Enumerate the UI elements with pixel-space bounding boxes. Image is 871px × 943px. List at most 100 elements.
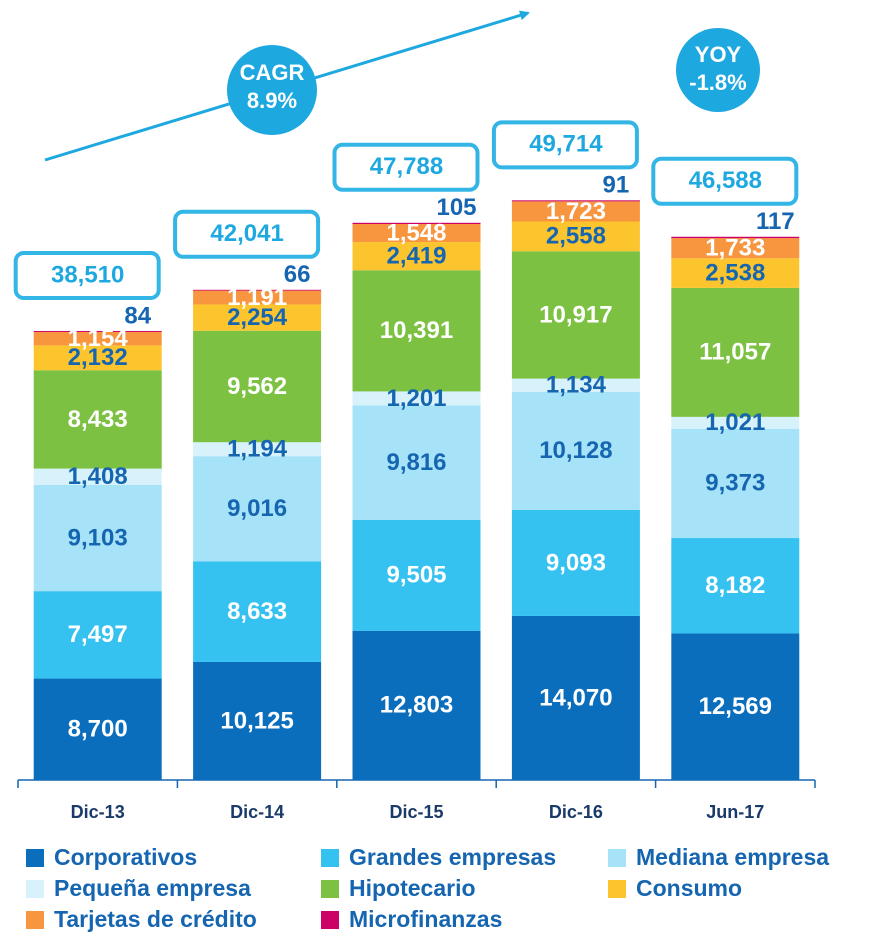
- value-label: 8,182: [705, 572, 765, 599]
- bar-segment: [193, 290, 322, 305]
- value-label: 2,254: [227, 304, 288, 331]
- value-label: 14,070: [539, 684, 612, 711]
- value-label: 10,917: [539, 301, 612, 328]
- bar-segment: [352, 405, 481, 520]
- bar-segment: [193, 456, 322, 562]
- bar-segment: [193, 330, 322, 443]
- legend-swatch: [608, 880, 626, 898]
- x-tick-label: Jun-17: [706, 802, 764, 822]
- bar-segment: [511, 615, 640, 780]
- value-label: 105: [436, 194, 476, 221]
- bar-segment: [671, 538, 800, 634]
- value-label: 117: [756, 208, 795, 235]
- bar-segment: [671, 238, 800, 259]
- value-label: 8,633: [227, 598, 287, 625]
- legend-label: Consumo: [636, 875, 742, 901]
- bar-segment: [511, 391, 640, 510]
- value-label: 91: [603, 172, 630, 199]
- bar-segment: [33, 330, 162, 332]
- value-label: 9,816: [386, 449, 446, 476]
- legend-swatch: [321, 911, 339, 929]
- total-box: [173, 209, 321, 259]
- value-label: 1,548: [386, 219, 446, 246]
- bar-segment: [511, 201, 640, 222]
- bar-segment: [671, 258, 800, 288]
- bar-segment: [352, 224, 481, 243]
- bar-segment: [671, 236, 800, 239]
- value-label: 1,134: [546, 372, 607, 399]
- bar-segment: [352, 391, 481, 406]
- bar-segment: [511, 221, 640, 252]
- cagr-value: 8.9%: [247, 88, 297, 113]
- bar-segment: [193, 304, 322, 331]
- bar-segment: [352, 519, 481, 631]
- bar-segment: [193, 561, 322, 662]
- legend-swatch: [321, 880, 339, 898]
- bar-segment: [352, 270, 481, 392]
- value-label: 1,201: [386, 385, 446, 412]
- bar-segment: [671, 287, 800, 417]
- value-label: 2,538: [705, 259, 765, 286]
- total-label: 46,588: [689, 167, 762, 194]
- value-label: 7,497: [68, 621, 128, 648]
- value-label: 2,132: [68, 344, 128, 371]
- yoy-value: -1.8%: [689, 70, 746, 95]
- bar-segment: [352, 222, 481, 225]
- total-box: [13, 250, 161, 300]
- legend-label: Mediana empresa: [636, 844, 829, 870]
- yoy-badge: [676, 28, 760, 112]
- value-label: 1,194: [227, 436, 288, 463]
- total-label: 38,510: [51, 261, 124, 288]
- value-label: 8,700: [68, 716, 128, 743]
- legend-label: Hipotecario: [349, 875, 476, 901]
- bar-segment: [352, 630, 481, 780]
- total-label: 47,788: [370, 153, 443, 180]
- value-label: 66: [284, 261, 311, 288]
- value-label: 10,391: [380, 317, 453, 344]
- legend-label: Pequeña empresa: [54, 875, 251, 901]
- value-label: 12,803: [380, 692, 453, 719]
- legend-swatch: [26, 911, 44, 929]
- legend-swatch: [321, 849, 339, 867]
- bar-segment: [193, 661, 322, 780]
- bar-segment: [33, 678, 162, 780]
- legend-label: Grandes empresas: [349, 844, 556, 870]
- value-label: 1,191: [227, 284, 287, 311]
- legend-swatch: [26, 880, 44, 898]
- bar-segment: [671, 416, 800, 429]
- total-box: [651, 156, 799, 206]
- x-tick-label: Dic-14: [230, 802, 284, 822]
- bar-segment: [671, 633, 800, 780]
- bar-segment: [511, 251, 640, 379]
- x-tick-label: Dic-13: [71, 802, 125, 822]
- value-label: 84: [124, 302, 151, 329]
- value-label: 1,408: [68, 463, 128, 490]
- value-label: 9,562: [227, 373, 287, 400]
- value-label: 9,505: [386, 562, 446, 589]
- value-label: 1,733: [705, 235, 765, 262]
- bar-segment: [352, 242, 481, 271]
- value-label: 9,103: [68, 524, 128, 551]
- legend-swatch: [26, 849, 44, 867]
- x-tick-label: Dic-15: [389, 802, 443, 822]
- value-label: 1,154: [68, 325, 129, 352]
- bar-segment: [33, 468, 162, 486]
- bar-segment: [33, 331, 162, 346]
- value-label: 2,419: [386, 243, 446, 270]
- cagr-badge: [227, 45, 317, 135]
- bar-segment: [33, 591, 162, 679]
- value-label: 9,373: [705, 470, 765, 497]
- bar-segment: [511, 200, 640, 202]
- bar-segment: [33, 485, 162, 592]
- bar-segment: [33, 345, 162, 371]
- yoy-title: YOY: [695, 42, 742, 67]
- bar-segment: [33, 370, 162, 469]
- total-box: [491, 120, 639, 170]
- legend-label: Corporativos: [54, 844, 197, 870]
- cagr-title: CAGR: [240, 60, 305, 85]
- value-label: 8,433: [68, 406, 128, 433]
- bar-segment: [193, 289, 322, 291]
- legend-swatch: [608, 849, 626, 867]
- value-label: 10,128: [539, 437, 612, 464]
- bar-segment: [511, 378, 640, 392]
